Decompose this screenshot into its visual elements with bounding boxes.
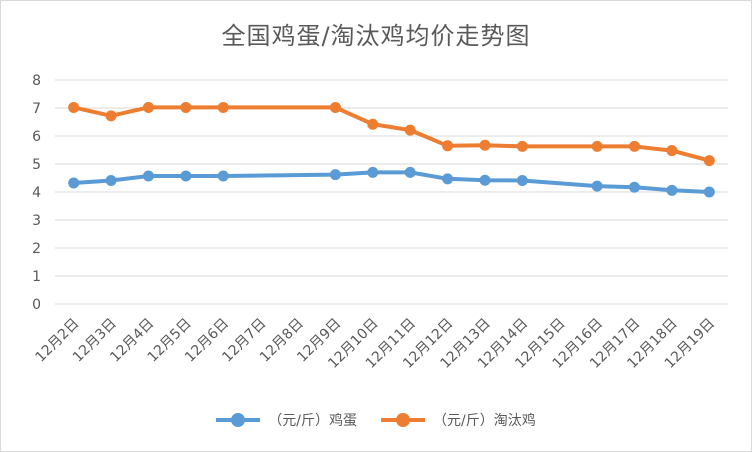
data-point <box>180 101 192 113</box>
data-point <box>217 170 229 182</box>
y-tick-label: 2 <box>32 241 41 257</box>
data-point <box>329 101 341 113</box>
legend-label-hen: （元/斤）淘汰鸡 <box>433 413 536 429</box>
data-point <box>404 124 416 136</box>
legend-label-egg: （元/斤）鸡蛋 <box>268 413 357 429</box>
data-point <box>703 186 715 198</box>
data-point <box>217 101 229 113</box>
chart-title: 全国鸡蛋/淘汰鸡均价走势图 <box>221 22 531 50</box>
data-point <box>180 170 192 182</box>
y-tick-label: 5 <box>32 157 41 173</box>
y-tick-label: 8 <box>32 73 41 89</box>
legend-item-hen: （元/斤）淘汰鸡 <box>381 410 536 430</box>
legend-swatch-egg <box>216 412 261 428</box>
data-point <box>105 110 117 122</box>
chart-legend: （元/斤）鸡蛋 （元/斤）淘汰鸡 <box>0 410 752 430</box>
data-point <box>442 140 454 152</box>
data-point <box>479 174 491 186</box>
data-point <box>329 169 341 181</box>
data-point <box>516 140 528 152</box>
data-point <box>367 166 379 178</box>
data-point <box>666 145 678 157</box>
data-point <box>68 101 80 113</box>
y-tick-label: 7 <box>32 101 41 117</box>
y-tick-label: 4 <box>32 185 41 201</box>
data-point <box>666 184 678 196</box>
y-tick-label: 1 <box>32 269 41 285</box>
series-line-1 <box>73 105 710 163</box>
legend-item-egg: （元/斤）鸡蛋 <box>216 410 357 430</box>
data-point <box>142 170 154 182</box>
data-point <box>629 140 641 152</box>
data-point <box>703 155 715 167</box>
series-line-0 <box>73 170 710 194</box>
data-point <box>516 175 528 187</box>
data-point <box>105 175 117 187</box>
data-point <box>629 181 641 193</box>
data-point <box>442 173 454 185</box>
y-tick-label: 3 <box>32 213 41 229</box>
y-tick-label: 0 <box>32 297 41 313</box>
data-point <box>591 180 603 192</box>
data-point <box>404 166 416 178</box>
data-point <box>367 118 379 130</box>
data-point <box>68 177 80 189</box>
data-point <box>591 140 603 152</box>
data-point <box>479 139 491 151</box>
legend-swatch-hen <box>381 412 425 428</box>
y-tick-label: 6 <box>32 129 41 145</box>
data-point <box>142 101 154 113</box>
